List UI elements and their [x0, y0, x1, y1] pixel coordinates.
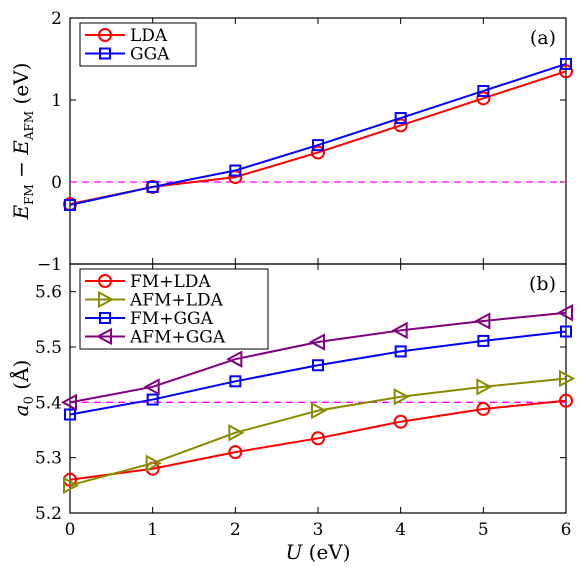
x-tick-label: 4	[395, 520, 406, 540]
series-line-fm-lda	[69, 399, 567, 481]
data-point	[228, 445, 243, 460]
data-point	[143, 378, 160, 396]
data-point	[146, 393, 159, 406]
legend-label: AFM+GGA	[129, 328, 226, 348]
data-point	[560, 325, 572, 338]
panel-a-series	[63, 57, 573, 212]
legend-marker	[99, 47, 111, 60]
data-point	[146, 180, 159, 193]
data-point	[476, 401, 491, 416]
data-point	[477, 334, 490, 347]
legend-label: AFM+LDA	[129, 291, 224, 311]
y-tick-label: 0	[51, 173, 62, 193]
x-axis-label: U (eV)	[285, 540, 350, 564]
data-point	[60, 393, 77, 412]
x-tick-label: 0	[65, 520, 76, 540]
x-tick-label: 1	[147, 520, 158, 540]
legend-label: LDA	[130, 26, 168, 46]
data-point	[391, 321, 408, 340]
panel-a-ticks: −1 0 1 2	[37, 9, 567, 275]
data-point	[477, 84, 490, 97]
x-tick-label: 3	[313, 520, 324, 540]
data-point	[312, 139, 324, 152]
legend-marker	[98, 290, 115, 309]
data-point	[63, 476, 80, 495]
legend-marker	[98, 28, 112, 42]
series-line-gga	[69, 62, 567, 206]
y-tick-label: 2	[51, 9, 62, 29]
data-point	[476, 91, 491, 106]
legend-marker	[95, 327, 112, 346]
data-point	[64, 198, 76, 211]
y-tick-label: 5.6	[35, 283, 62, 303]
data-point	[394, 112, 407, 125]
y-tick-label: 5.5	[35, 338, 62, 358]
data-point	[393, 118, 408, 133]
data-point	[308, 333, 325, 351]
series-line-afm-lda	[69, 377, 567, 487]
series-line-lda	[69, 70, 567, 206]
data-point	[311, 431, 325, 446]
y-tick-label: −1	[37, 255, 62, 275]
panel-a-label: (a)	[530, 27, 556, 49]
data-point	[312, 359, 324, 372]
data-point	[393, 388, 410, 406]
series-line-fm-gga	[69, 330, 567, 416]
data-point	[64, 408, 76, 421]
data-point	[559, 369, 576, 388]
legend-marker	[98, 274, 112, 288]
panel-b-label: (b)	[529, 273, 556, 295]
data-point	[228, 424, 245, 442]
data-point	[393, 414, 408, 429]
data-point	[226, 350, 243, 368]
y-tick-label: 1	[51, 91, 62, 111]
data-point	[559, 393, 573, 408]
legend-marker	[99, 312, 111, 324]
data-point	[311, 401, 328, 420]
legend-label: FM+LDA	[130, 272, 211, 292]
data-point	[559, 64, 573, 79]
data-point	[560, 57, 572, 70]
x-tick-label: 2	[230, 520, 241, 540]
panel-b-series	[60, 304, 576, 495]
legend-label: FM+GGA	[130, 309, 214, 329]
data-point	[474, 312, 491, 330]
panel-a-ylabel: EFM − EAFM (eV)	[9, 63, 36, 221]
x-tick-label: 5	[478, 520, 489, 540]
x-tick-label: 6	[561, 520, 572, 540]
y-tick-label: 5.2	[35, 504, 62, 524]
y-tick-label: 5.4	[35, 393, 62, 413]
series-line-afm-gga	[69, 311, 567, 404]
data-point	[229, 164, 242, 177]
legend-label: GGA	[130, 45, 170, 65]
y-tick-label: 5.3	[35, 449, 62, 469]
data-point	[394, 345, 407, 358]
data-point	[476, 378, 493, 396]
data-point	[556, 304, 573, 322]
data-point	[145, 454, 162, 472]
data-point	[311, 145, 325, 160]
panel-b-ylabel: a0 (Å)	[8, 360, 37, 417]
data-point	[229, 375, 242, 388]
panel-b-ticks: 5.2 5.3 5.4 5.5 5.6 0 1 2 3 4 5 6	[35, 264, 571, 540]
